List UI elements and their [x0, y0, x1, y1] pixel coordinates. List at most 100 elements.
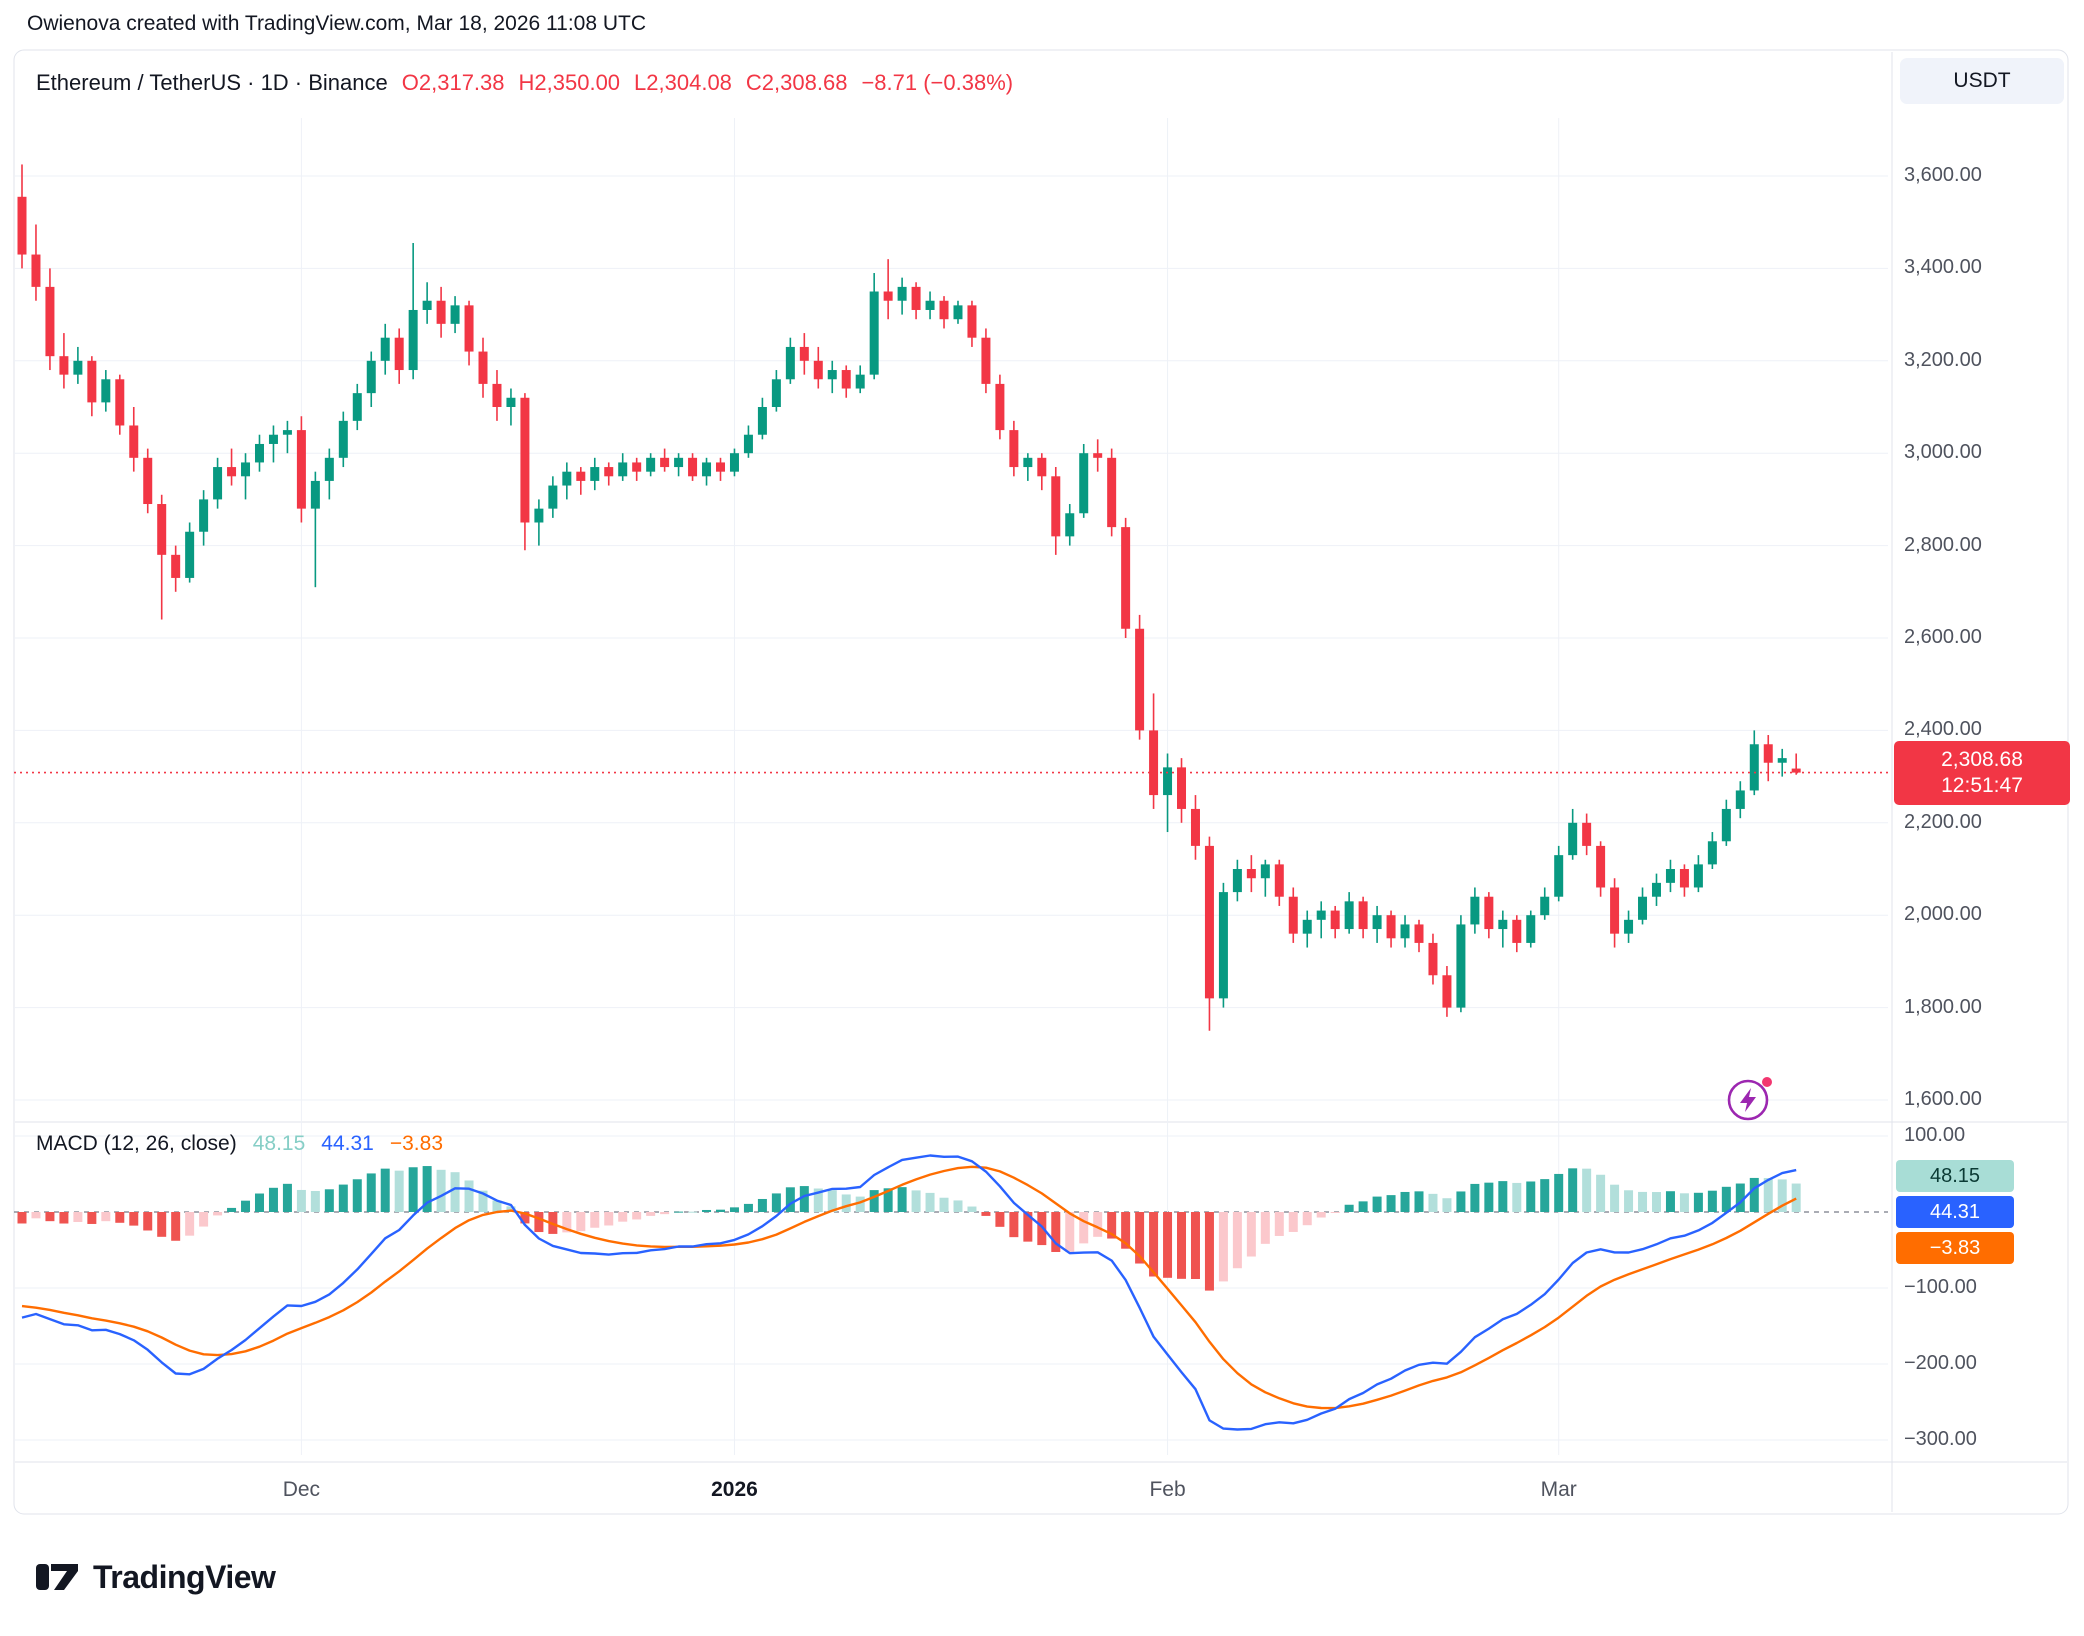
candle-body[interactable]: [1051, 476, 1061, 537]
candle-body[interactable]: [1638, 896, 1648, 920]
candle-body[interactable]: [1749, 744, 1759, 791]
candle-body[interactable]: [576, 471, 586, 481]
candle-body[interactable]: [1651, 882, 1661, 897]
candle-body[interactable]: [827, 370, 837, 380]
candle-body[interactable]: [925, 300, 935, 310]
candle-body[interactable]: [87, 360, 97, 403]
candle-body[interactable]: [366, 360, 376, 394]
candle-body[interactable]: [646, 457, 656, 472]
candle-body[interactable]: [967, 305, 977, 338]
candle-body[interactable]: [562, 471, 572, 486]
candle-body[interactable]: [380, 337, 390, 361]
candle-body[interactable]: [1358, 901, 1368, 930]
candle-body[interactable]: [1596, 845, 1606, 888]
candle-body[interactable]: [1260, 864, 1270, 879]
candle-body[interactable]: [1665, 869, 1675, 883]
candle-body[interactable]: [757, 407, 767, 435]
candle-body[interactable]: [813, 360, 823, 380]
candle-body[interactable]: [520, 397, 530, 523]
candle-body[interactable]: [394, 337, 404, 371]
candle-body[interactable]: [1512, 919, 1522, 943]
candle-body[interactable]: [702, 462, 712, 477]
candle-body[interactable]: [464, 305, 474, 352]
candle-body[interactable]: [59, 356, 69, 375]
candle-body[interactable]: [869, 291, 879, 375]
candle-body[interactable]: [1400, 924, 1410, 939]
candle-body[interactable]: [548, 485, 558, 509]
candle-body[interactable]: [1540, 896, 1550, 916]
candle-body[interactable]: [1177, 767, 1187, 809]
candle-body[interactable]: [310, 480, 320, 509]
candle-body[interactable]: [241, 462, 251, 477]
candle-body[interactable]: [31, 254, 41, 287]
candle-body[interactable]: [1149, 730, 1159, 796]
candle-body[interactable]: [1065, 513, 1075, 537]
candle-body[interactable]: [799, 346, 809, 361]
boost-lightning-icon[interactable]: [1726, 1074, 1774, 1122]
candle-body[interactable]: [1428, 942, 1438, 976]
candle-body[interactable]: [1582, 822, 1592, 846]
candle-body[interactable]: [73, 360, 83, 375]
candle-body[interactable]: [227, 467, 237, 477]
candle-body[interactable]: [282, 430, 292, 435]
candle-body[interactable]: [436, 300, 446, 324]
candle-body[interactable]: [1274, 864, 1284, 897]
candle-body[interactable]: [590, 467, 600, 481]
candle-body[interactable]: [422, 300, 432, 310]
candle-body[interactable]: [1498, 919, 1508, 930]
candle-body[interactable]: [338, 420, 348, 458]
candle-body[interactable]: [1163, 767, 1173, 796]
candle-body[interactable]: [1190, 808, 1200, 846]
candle-body[interactable]: [254, 443, 264, 463]
candle-body[interactable]: [855, 374, 865, 389]
candle-body[interactable]: [1232, 869, 1242, 893]
candle-body[interactable]: [1316, 910, 1326, 920]
candle-body[interactable]: [45, 286, 55, 357]
currency-toggle-button[interactable]: USDT: [1900, 58, 2064, 104]
candle-body[interactable]: [743, 434, 753, 454]
candle-body[interactable]: [995, 383, 1005, 431]
candle-body[interactable]: [1721, 808, 1731, 842]
candle-body[interactable]: [688, 457, 698, 477]
candle-body[interactable]: [1218, 892, 1228, 999]
candle-body[interactable]: [1484, 896, 1494, 930]
candle-body[interactable]: [785, 346, 795, 380]
candle-body[interactable]: [883, 291, 893, 301]
candle-body[interactable]: [771, 379, 781, 407]
candle-body[interactable]: [450, 305, 460, 324]
candle-body[interactable]: [1386, 915, 1396, 939]
candle-body[interactable]: [1288, 896, 1298, 934]
candle-body[interactable]: [1679, 869, 1689, 888]
candle-body[interactable]: [897, 286, 907, 301]
candle-body[interactable]: [171, 554, 181, 578]
tradingview-logo[interactable]: TradingView: [34, 1554, 276, 1600]
candle-body[interactable]: [1121, 527, 1131, 629]
candle-body[interactable]: [1330, 910, 1340, 930]
candle-body[interactable]: [1568, 822, 1578, 856]
candle-body[interactable]: [1023, 457, 1033, 468]
candle-body[interactable]: [199, 499, 209, 532]
candle-body[interactable]: [604, 467, 614, 477]
candle-body[interactable]: [1302, 919, 1312, 934]
candle-body[interactable]: [618, 462, 628, 477]
candle-body[interactable]: [1791, 768, 1801, 773]
chart-legend[interactable]: Ethereum / TetherUS · 1D · Binance O2,31…: [36, 70, 1013, 96]
candle-body[interactable]: [716, 462, 725, 472]
candle-body[interactable]: [1610, 887, 1620, 934]
candle-body[interactable]: [268, 434, 278, 444]
candle-body[interactable]: [841, 370, 851, 389]
candle-body[interactable]: [1079, 453, 1089, 514]
candle-body[interactable]: [1344, 901, 1354, 930]
candle-body[interactable]: [352, 393, 362, 421]
candle-body[interactable]: [213, 467, 223, 500]
macd-legend[interactable]: MACD (12, 26, close) 48.15 44.31 −3.83: [36, 1132, 443, 1156]
candle-body[interactable]: [408, 309, 418, 371]
candle-body[interactable]: [185, 531, 195, 578]
candle-body[interactable]: [1246, 869, 1256, 879]
candle-body[interactable]: [1693, 864, 1703, 888]
candle-body[interactable]: [1456, 924, 1466, 1008]
candle-body[interactable]: [534, 508, 544, 523]
candle-body[interactable]: [729, 453, 739, 472]
candle-body[interactable]: [1093, 453, 1103, 458]
